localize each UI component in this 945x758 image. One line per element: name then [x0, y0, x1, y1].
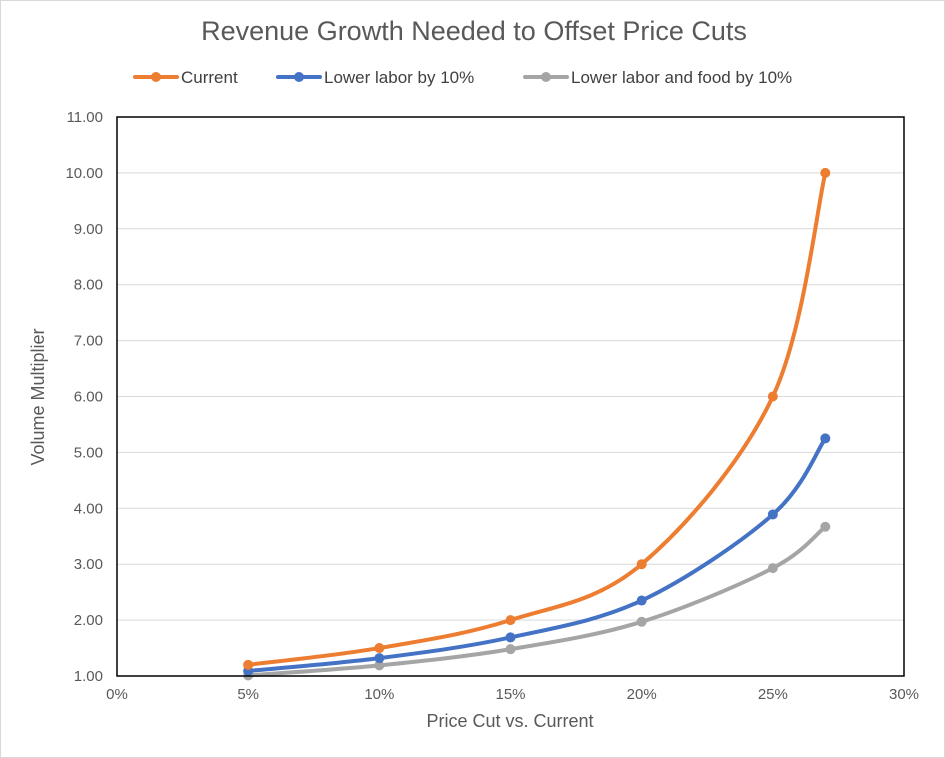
- data-point: [505, 632, 516, 643]
- legend-swatch-marker: [151, 72, 161, 82]
- data-point: [505, 615, 516, 626]
- series-layer: [243, 167, 831, 681]
- legend-item: Lower labor by 10%: [276, 68, 474, 87]
- legend-swatch-marker: [541, 72, 551, 82]
- legend-swatch-marker: [294, 72, 304, 82]
- chart-legend: Current Lower labor by 10% Lower labor and…: [133, 68, 792, 87]
- x-axis-ticks: 0% 5% 10% 15% 20% 25% 30%: [106, 686, 919, 703]
- x-tick-label: 25%: [758, 686, 788, 703]
- data-point: [374, 653, 385, 664]
- y-tick-label: 5.00: [74, 444, 103, 461]
- data-point: [767, 509, 778, 520]
- series-1: [243, 433, 831, 676]
- legend-label: Lower labor and food by 10%: [571, 68, 792, 87]
- data-point: [243, 659, 254, 670]
- data-point: [374, 660, 385, 671]
- data-point: [820, 521, 831, 532]
- data-point: [636, 559, 647, 570]
- y-tick-label: 4.00: [74, 500, 103, 517]
- y-tick-label: 2.00: [74, 612, 103, 629]
- series-0: [243, 167, 831, 670]
- series-line: [246, 170, 828, 667]
- chart-title: Revenue Growth Needed to Offset Price Cu…: [201, 16, 747, 46]
- y-tick-label: 11.00: [67, 109, 103, 126]
- data-point: [636, 616, 647, 627]
- x-axis-title: Price Cut vs. Current: [426, 711, 593, 731]
- x-tick-label: 0%: [106, 686, 128, 703]
- data-point: [820, 167, 831, 178]
- data-point: [636, 595, 647, 606]
- x-tick-label: 5%: [237, 686, 259, 703]
- x-tick-label: 10%: [364, 686, 394, 703]
- y-tick-label: 10.00: [65, 165, 103, 182]
- y-tick-label: 8.00: [74, 277, 103, 294]
- y-tick-label: 3.00: [74, 556, 103, 573]
- y-axis-title: Volume Multiplier: [28, 328, 48, 465]
- y-tick-label: 9.00: [74, 221, 103, 238]
- data-point: [374, 643, 385, 654]
- data-point: [767, 563, 778, 574]
- x-tick-label: 30%: [889, 686, 919, 703]
- legend-label: Lower labor by 10%: [324, 68, 474, 87]
- series-line: [246, 436, 828, 673]
- legend-item: Lower labor and food by 10%: [523, 68, 792, 87]
- y-tick-label: 7.00: [74, 333, 103, 350]
- x-tick-label: 20%: [627, 686, 657, 703]
- y-axis-ticks: 1.00 2.00 3.00 4.00 5.00 6.00 7.00 8.00 9.00 10.0…: [65, 109, 103, 685]
- legend-item: Current: [133, 68, 238, 87]
- data-point: [820, 433, 831, 444]
- legend-label: Current: [181, 68, 238, 87]
- data-point: [767, 391, 778, 402]
- y-tick-label: 6.00: [74, 389, 103, 406]
- plot-area-border: [116, 116, 905, 677]
- data-point: [505, 644, 516, 655]
- gridlines: [117, 172, 904, 621]
- x-tick-label: 15%: [495, 686, 525, 703]
- y-tick-label: 1.00: [74, 668, 103, 685]
